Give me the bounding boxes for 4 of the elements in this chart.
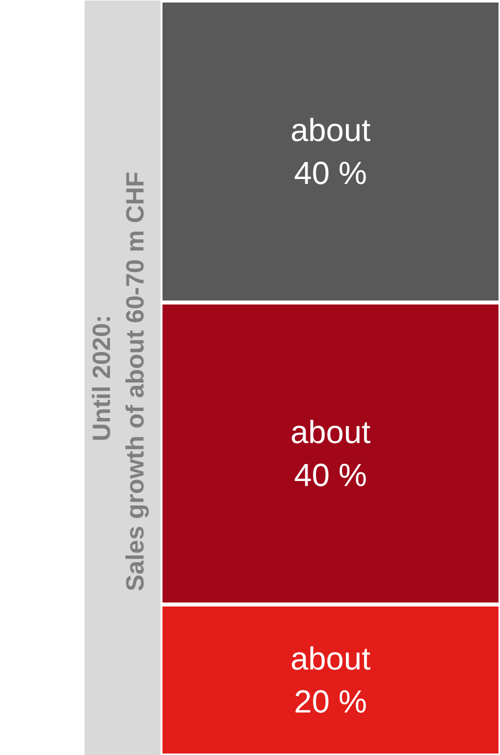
data-label: about 20 % <box>290 640 371 720</box>
y-axis-title: Until 2020: Sales growth of about 60-70 m CHF <box>88 172 150 592</box>
data-label: about 40 % <box>290 112 371 192</box>
data-label: about 40 % <box>290 414 371 494</box>
